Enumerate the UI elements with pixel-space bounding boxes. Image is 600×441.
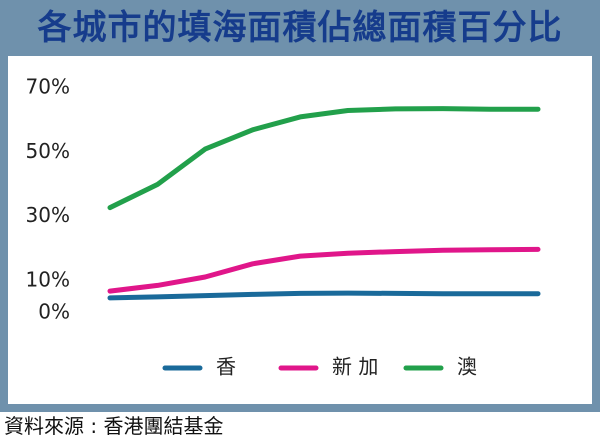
legend-label: 香	[216, 355, 236, 379]
legend-label: 新 加	[332, 355, 378, 379]
y-tick-label: 30%	[26, 203, 70, 227]
series-line-3	[107, 106, 541, 211]
chart-title: 各城市的填海面積佔總面積百分比	[37, 8, 563, 48]
y-tick-label: 0%	[38, 300, 70, 324]
line-chart: 0% 10% 30% 50% 70% 香 新 加 澳	[26, 75, 541, 379]
y-tick-label: 10%	[26, 267, 70, 291]
legend-label: 澳	[457, 355, 477, 379]
y-tick-label: 70%	[26, 75, 70, 99]
source-note: 資料來源 : 香港團結基金	[4, 414, 224, 438]
chart-panel	[8, 56, 592, 404]
y-tick-label: 50%	[26, 139, 70, 163]
series-line-1	[107, 290, 541, 301]
series-line-2	[107, 246, 541, 294]
